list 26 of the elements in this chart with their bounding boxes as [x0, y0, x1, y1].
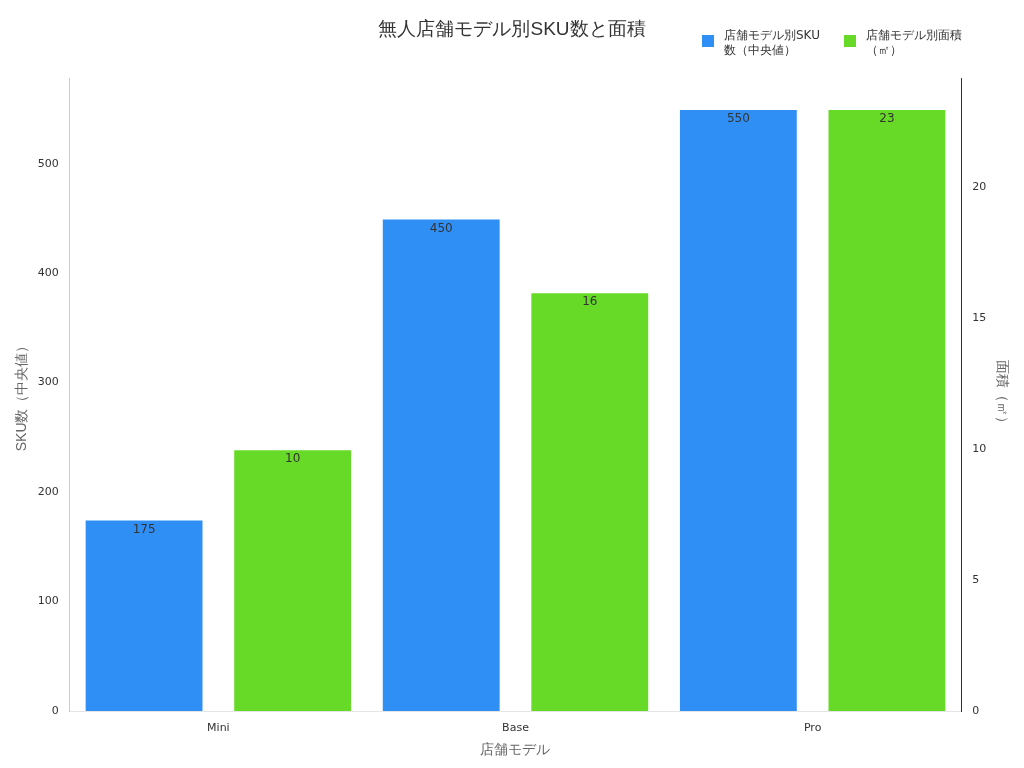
data-label: 550 [726, 111, 750, 126]
data-label: 175 [132, 521, 156, 536]
x-tick-label: Pro [803, 721, 822, 735]
y2-tick-label: 5 [972, 572, 980, 586]
chart-title: 無人店舗モデル別SKU数と面積 [378, 17, 646, 39]
x-tick-label: Base [502, 721, 530, 735]
y2-tick-label: 15 [972, 311, 987, 325]
y-tick-label: 0 [51, 703, 59, 717]
y-tick-label: 200 [37, 484, 59, 498]
legend-label: 店舗モデル別面積（㎡） [866, 28, 963, 58]
y2-tick-label: 20 [972, 180, 987, 194]
x-axis-title: 店舗モデル [480, 741, 551, 758]
y-axis-title: SKU数（中央値） [13, 338, 30, 452]
y-tick-label: 500 [37, 156, 59, 170]
legend-label: 店舗モデル別SKU数（中央値） [724, 28, 821, 58]
y-tick-label: 100 [37, 594, 59, 608]
y2-tick-label: 0 [972, 703, 980, 717]
x-tick-label: Mini [207, 721, 230, 735]
y-tick-label: 300 [37, 375, 59, 389]
data-label: 10 [285, 451, 301, 466]
data-label: 23 [879, 111, 895, 126]
y2-tick-label: 10 [972, 442, 987, 456]
data-label: 16 [582, 294, 598, 309]
data-label: 450 [429, 220, 453, 235]
y-tick-label: 400 [37, 265, 59, 279]
y2-axis-title: 面積（㎡） [994, 359, 1011, 430]
